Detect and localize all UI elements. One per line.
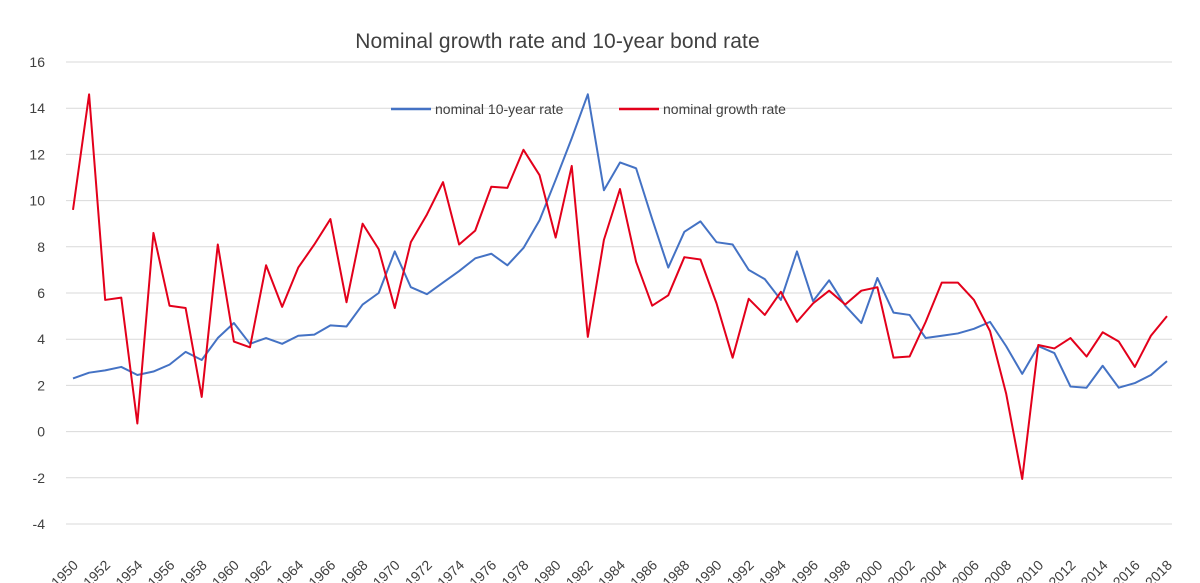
y-tick-label: 2	[37, 377, 45, 393]
x-tick-label: 2006	[949, 557, 982, 583]
x-tick-label: 1984	[595, 557, 628, 583]
x-tick-label: 2012	[1045, 557, 1078, 583]
legend-label: nominal 10-year rate	[435, 101, 564, 117]
x-tick-label: 1982	[563, 557, 596, 583]
y-tick-label: 10	[29, 193, 45, 209]
y-tick-label: 14	[29, 100, 45, 116]
y-tick-label: 0	[37, 424, 45, 440]
x-tick-label: 1998	[820, 557, 853, 583]
x-tick-label: 2000	[852, 557, 885, 583]
series-lines	[72, 93, 1168, 480]
x-tick-label: 1960	[209, 557, 242, 583]
x-tick-label: 2002	[884, 557, 917, 583]
gridlines	[66, 61, 1172, 525]
y-tick-label: 8	[37, 239, 45, 255]
x-tick-label: 1974	[434, 557, 467, 583]
legend-label: nominal growth rate	[663, 101, 786, 117]
x-tick-label: 1994	[756, 557, 789, 583]
x-tick-label: 1990	[691, 557, 724, 583]
x-tick-label: 2014	[1077, 557, 1110, 583]
x-tick-label: 1980	[530, 557, 563, 583]
y-tick-label: -2	[33, 470, 46, 486]
x-tick-label: 1978	[498, 557, 531, 583]
legend: nominal 10-year rate nominal growth rate	[391, 101, 786, 117]
series-line-nominal-10-year-rate	[72, 93, 1168, 389]
y-tick-label: -4	[33, 516, 46, 532]
y-tick-label: 12	[29, 146, 45, 162]
x-tick-label: 1986	[627, 557, 660, 583]
x-tick-label: 1972	[402, 557, 435, 583]
series-line-nominal-growth-rate	[72, 93, 1168, 480]
x-tick-label: 2008	[981, 557, 1014, 583]
x-tick-label: 1950	[48, 557, 81, 583]
x-tick-label: 1988	[659, 557, 692, 583]
x-axis-ticks: 1950195219541956195819601962196419661968…	[48, 557, 1175, 583]
chart-title: Nominal growth rate and 10-year bond rat…	[355, 30, 760, 53]
y-tick-label: 4	[37, 331, 45, 347]
x-tick-label: 1976	[466, 557, 499, 583]
y-tick-label: 6	[37, 285, 45, 301]
x-tick-label: 1992	[723, 557, 756, 583]
x-tick-label: 1958	[176, 557, 209, 583]
x-tick-label: 1964	[273, 557, 306, 583]
x-tick-label: 1996	[788, 557, 821, 583]
y-axis-ticks: -4 -2 0 2 4 6 8 10 12 14 16	[29, 54, 45, 532]
x-tick-label: 1970	[370, 557, 403, 583]
x-tick-label: 1962	[241, 557, 274, 583]
x-tick-label: 1956	[144, 557, 177, 583]
x-tick-label: 1954	[112, 557, 145, 583]
y-tick-label: 16	[29, 54, 45, 70]
x-tick-label: 1968	[337, 557, 370, 583]
x-tick-label: 1966	[305, 557, 338, 583]
x-tick-label: 1952	[80, 557, 113, 583]
x-tick-label: 2016	[1110, 557, 1143, 583]
x-tick-label: 2018	[1142, 557, 1175, 583]
x-tick-label: 2004	[917, 557, 950, 583]
x-tick-label: 2010	[1013, 557, 1046, 583]
